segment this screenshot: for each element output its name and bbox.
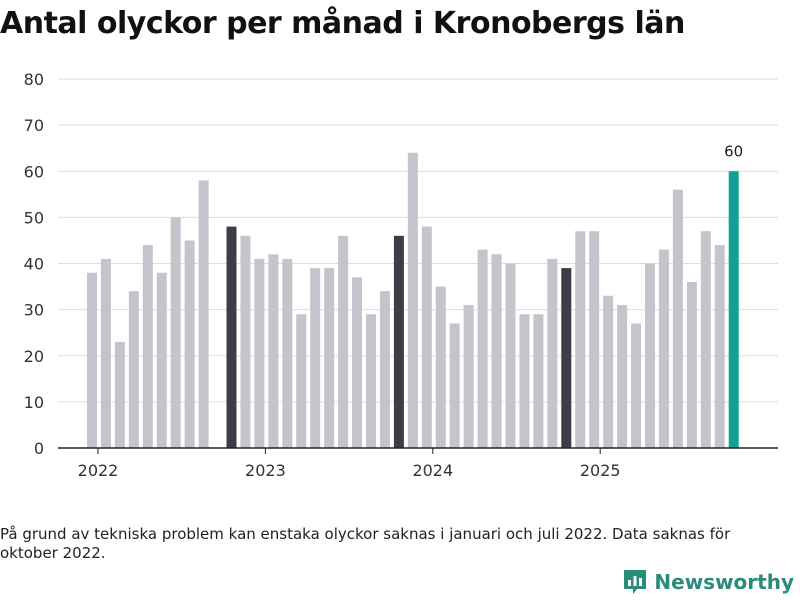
- bar: [463, 305, 474, 448]
- bar: [226, 226, 237, 448]
- x-axis: [58, 447, 778, 454]
- bar: [491, 254, 502, 448]
- y-tick-label: 20: [24, 347, 44, 366]
- bar: [142, 245, 153, 448]
- x-tick-label: 2024: [412, 461, 453, 480]
- bar: [533, 314, 544, 448]
- x-tick-label: 2022: [78, 461, 119, 480]
- y-tick-label: 70: [24, 116, 44, 135]
- bar: [240, 235, 251, 448]
- x-tick-labels: 2022 2023 2024 2025: [78, 461, 621, 480]
- data-label-latest: 60: [724, 142, 743, 160]
- bar: [686, 281, 697, 448]
- bar: [603, 295, 614, 448]
- newsworthy-logo-icon: [624, 570, 647, 594]
- bar: [393, 235, 404, 448]
- y-tick-label: 10: [24, 393, 44, 412]
- x-tick-label: 2023: [245, 461, 286, 480]
- y-tick-label: 80: [24, 70, 44, 89]
- bar: [198, 180, 209, 448]
- y-tick-label: 50: [24, 208, 44, 227]
- y-tick-label: 30: [24, 301, 44, 320]
- bar: [170, 217, 181, 448]
- bar: [477, 249, 488, 448]
- bar: [282, 258, 293, 448]
- bar: [575, 231, 586, 448]
- bar: [449, 323, 460, 448]
- footnote: På grund av tekniska problem kan enstaka…: [0, 525, 731, 562]
- bar: [714, 245, 725, 448]
- bar: [100, 258, 111, 448]
- y-tick-labels: 0 10 20 30 40 50 60 70 80: [24, 70, 44, 458]
- bar: [700, 231, 711, 448]
- y-tick-label: 0: [34, 439, 44, 458]
- bar: [645, 263, 655, 448]
- brand-name: Newsworthy: [654, 570, 794, 594]
- bar: [435, 286, 446, 448]
- bar: [324, 268, 335, 448]
- bar: [547, 258, 558, 448]
- bar: [114, 341, 125, 448]
- bar: [631, 323, 642, 448]
- data-labels: 60: [724, 142, 743, 160]
- bar: [728, 171, 739, 448]
- bar: [407, 152, 418, 449]
- y-tick-label: 40: [24, 255, 44, 274]
- bar: [254, 258, 265, 448]
- x-tick-label: 2025: [580, 461, 621, 480]
- bar-chart: 0 10 20 30 40 50 60 70 80 2022 2023 2024 2025 60: [24, 70, 778, 480]
- bar: [128, 291, 139, 448]
- bar: [519, 314, 530, 448]
- bar: [561, 268, 572, 448]
- bar: [338, 235, 349, 448]
- bar: [366, 314, 376, 448]
- bar: [352, 277, 363, 448]
- bar: [589, 231, 600, 448]
- bar: [310, 268, 321, 448]
- bar: [184, 240, 195, 448]
- bar: [156, 272, 167, 448]
- bar: [296, 314, 307, 448]
- bars: [87, 152, 739, 449]
- bar: [268, 254, 279, 448]
- bar: [505, 263, 516, 448]
- bar: [617, 305, 628, 448]
- bar: [658, 249, 669, 448]
- chart-title: Antal olyckor per månad i Kronobergs län: [0, 6, 685, 41]
- bar: [421, 226, 432, 448]
- bar: [379, 291, 390, 448]
- y-tick-label: 60: [24, 162, 44, 181]
- brand-logo[interactable]: Newsworthy: [622, 568, 794, 596]
- bar: [87, 272, 97, 448]
- bar: [672, 189, 683, 448]
